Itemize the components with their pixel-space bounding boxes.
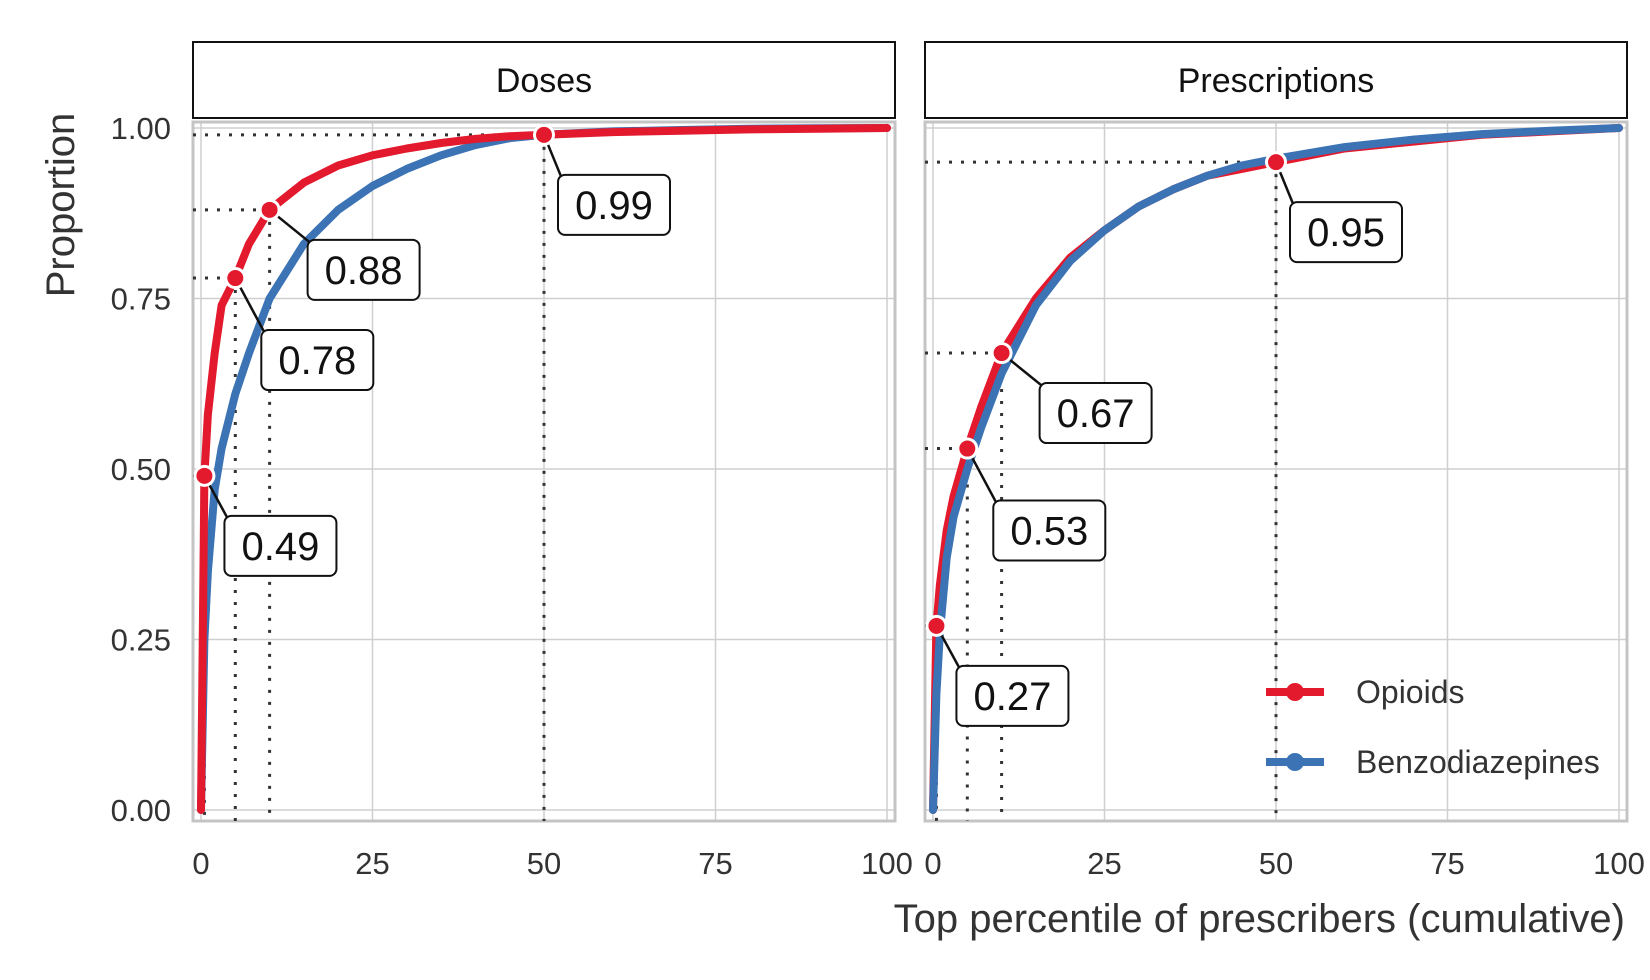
y-tick-label: 0.75 bbox=[111, 282, 171, 317]
callout-point bbox=[928, 617, 945, 634]
callout-point bbox=[1268, 154, 1284, 171]
x-tick-label: 75 bbox=[1430, 846, 1464, 881]
x-tick-label: 100 bbox=[861, 846, 913, 881]
series-line-opioids bbox=[197, 124, 891, 814]
callout-label: 0.88 bbox=[325, 249, 403, 293]
y-tick-label: 0.25 bbox=[111, 623, 171, 658]
series-line-benzodiazepines bbox=[929, 124, 1623, 814]
y-axis-title: Proportion bbox=[39, 113, 83, 298]
callout-box bbox=[1038, 382, 1153, 445]
panel-border bbox=[923, 120, 1629, 823]
x-tick-label: 25 bbox=[1087, 846, 1121, 881]
callout-box bbox=[992, 499, 1107, 562]
panels-layer: Doses 0 25 50 75 100 0.00 0.25 0.50 0.75 1.00 0.49 0… bbox=[111, 41, 1645, 881]
strip-0 bbox=[192, 41, 896, 119]
panel-doses: Doses 0 25 50 75 100 0.00 0.25 0.50 0.75 1.00 0.49 0… bbox=[111, 41, 913, 881]
callout-point bbox=[959, 440, 976, 457]
callout-label: 0.49 bbox=[242, 525, 320, 569]
callout-box bbox=[1289, 201, 1403, 264]
callout-box bbox=[260, 329, 375, 392]
callout-label: 0.99 bbox=[575, 184, 653, 228]
callout-label: 0.67 bbox=[1057, 392, 1135, 436]
legend-label: Opioids bbox=[1356, 674, 1465, 710]
legend: Opioids Benzodiazepines bbox=[1266, 674, 1600, 780]
callout-box bbox=[306, 238, 421, 301]
callout-box bbox=[223, 514, 338, 577]
callout-label: 0.53 bbox=[1010, 510, 1088, 554]
legend-item-benzodiazepines: Benzodiazepines bbox=[1266, 744, 1600, 780]
panel-prescriptions: Prescriptions 0 25 50 75 100 0.27 0.53 0.67 0.95 bbox=[923, 41, 1645, 881]
callout-box bbox=[557, 173, 671, 236]
x-tick-label: 75 bbox=[698, 846, 732, 881]
callout-label: 0.27 bbox=[974, 675, 1052, 719]
callout-label: 0.78 bbox=[278, 339, 356, 383]
callout-box bbox=[955, 664, 1070, 727]
x-axis-title: Top percentile of prescribers (cumulativ… bbox=[894, 897, 1625, 941]
legend-swatch-dot bbox=[1286, 683, 1304, 701]
x-tick-label: 25 bbox=[355, 846, 389, 881]
strip-1 bbox=[924, 41, 1628, 119]
callout-point bbox=[993, 345, 1010, 362]
callout-point bbox=[196, 467, 213, 484]
x-tick-label: 0 bbox=[192, 846, 209, 881]
y-tick-label: 0.00 bbox=[111, 793, 171, 828]
strip-title: Doses bbox=[496, 62, 592, 100]
callout-label: 0.95 bbox=[1307, 211, 1385, 255]
legend-item-opioids: Opioids bbox=[1266, 674, 1465, 710]
strip-title: Prescriptions bbox=[1178, 62, 1375, 100]
x-tick-label: 50 bbox=[1259, 846, 1293, 881]
callout-point bbox=[227, 270, 244, 287]
legend-swatch-dot bbox=[1286, 753, 1304, 771]
x-tick-label: 0 bbox=[924, 846, 941, 881]
y-tick-label: 1.00 bbox=[111, 111, 171, 146]
x-tick-label: 50 bbox=[527, 846, 561, 881]
callout-point bbox=[261, 201, 278, 218]
legend-label: Benzodiazepines bbox=[1356, 744, 1600, 780]
x-tick-label: 100 bbox=[1593, 846, 1645, 881]
callout-point bbox=[536, 126, 552, 143]
y-tick-label: 0.50 bbox=[111, 452, 171, 487]
